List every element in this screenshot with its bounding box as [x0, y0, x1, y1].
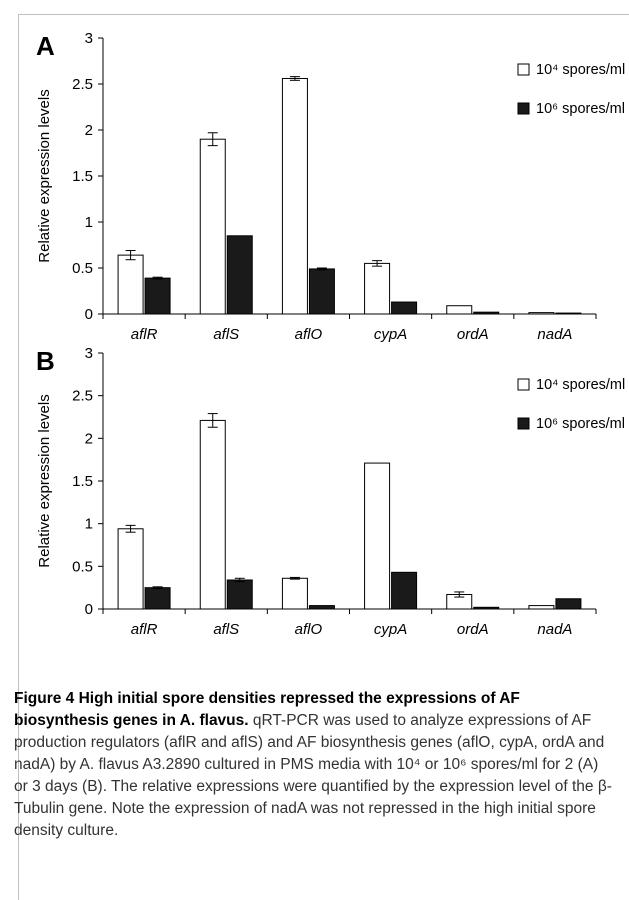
bar-low-density [528, 312, 555, 315]
bar-low-density [199, 419, 226, 610]
bar-high-density [555, 312, 582, 315]
frame-top-border [18, 14, 629, 15]
legend-label: 10⁴ spores/ml [536, 377, 625, 393]
bar-low-density [364, 462, 391, 610]
caption-text: qRT-PCR was used to analyze expressions … [14, 712, 612, 839]
bar-high-density [391, 301, 418, 315]
x-category-label: aflR [131, 326, 158, 343]
bar-low-density [364, 262, 391, 315]
y-axis-label: Relative expression levels [36, 394, 53, 567]
bar-high-density [391, 571, 418, 610]
chart-panel-a: A 0 0.5 1 1.5 2 2.5 3 aflR aflS aflO cypA ordA nadA Re… [36, 30, 625, 343]
x-category-label: aflS [213, 326, 239, 343]
y-tick-label: 1 [85, 214, 93, 231]
bar-high-density [144, 277, 171, 315]
y-tick-label: 3 [85, 345, 93, 362]
x-category-label: cypA [374, 326, 407, 343]
y-tick-label: 2.5 [72, 388, 93, 405]
y-tick-label: 2 [85, 122, 93, 139]
x-category-label: nadA [537, 621, 572, 638]
bar-low-density [117, 254, 144, 315]
legend-label: 10⁶ spores/ml [536, 101, 625, 117]
y-tick-label: 1.5 [72, 473, 93, 490]
bar-high-density [226, 579, 253, 610]
legend-swatch [517, 417, 530, 430]
panel-letter: A [36, 31, 55, 61]
y-tick-label: 0 [85, 601, 93, 618]
bar-low-density [281, 77, 308, 315]
bar-high-density [473, 311, 500, 315]
x-category-label: aflO [295, 621, 323, 638]
bar-high-density [473, 606, 500, 610]
y-axis-label: Relative expression levels [36, 89, 53, 262]
y-tick-label: 2 [85, 430, 93, 447]
y-tick-label: 0.5 [72, 558, 93, 575]
x-category-label: aflS [213, 621, 239, 638]
y-tick-label: 3 [85, 30, 93, 47]
legend-label: 10⁶ spores/ml [536, 416, 625, 432]
y-tick-label: 0 [85, 306, 93, 323]
x-category-label: cypA [374, 621, 407, 638]
figure-caption: Figure 4 High initial spore densities re… [14, 688, 614, 842]
y-tick-label: 1 [85, 516, 93, 533]
y-tick-label: 2.5 [72, 76, 93, 93]
bar-low-density [199, 138, 226, 315]
x-category-label: nadA [537, 326, 572, 343]
bar-high-density [226, 235, 253, 315]
y-tick-label: 0.5 [72, 260, 93, 277]
frame-left-border [18, 14, 19, 900]
chart-panel-b: B 0 0.5 1 1.5 2 2.5 3 aflR aflS aflO cypA ordA nadA Re… [36, 345, 625, 638]
legend-swatch [517, 63, 530, 76]
bar-low-density [117, 528, 144, 610]
bar-low-density [281, 577, 308, 610]
bar-low-density [446, 305, 473, 315]
legend-swatch [517, 102, 530, 115]
bar-high-density [144, 587, 171, 610]
caption-title: Figure 4 High initial spore densities re… [14, 690, 520, 729]
x-category-label: ordA [457, 326, 489, 343]
panel-letter: B [36, 346, 55, 376]
x-category-label: aflR [131, 621, 158, 638]
legend-label: 10⁴ spores/ml [536, 62, 625, 78]
x-category-label: aflO [295, 326, 323, 343]
bar-low-density [528, 605, 555, 610]
legend-swatch [517, 378, 530, 391]
x-category-label: ordA [457, 621, 489, 638]
bar-high-density [308, 605, 335, 610]
y-tick-label: 1.5 [72, 168, 93, 185]
bar-high-density [555, 598, 582, 610]
figure-charts: A 0 0.5 1 1.5 2 2.5 3 aflR aflS aflO cypA ordA nadA Re… [36, 30, 625, 638]
bar-high-density [308, 268, 335, 315]
